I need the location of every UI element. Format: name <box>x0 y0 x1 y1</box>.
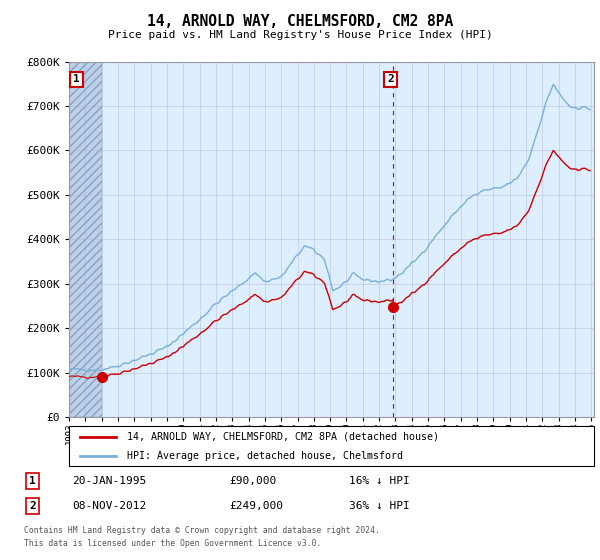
Text: 14, ARNOLD WAY, CHELMSFORD, CM2 8PA: 14, ARNOLD WAY, CHELMSFORD, CM2 8PA <box>147 14 453 29</box>
Text: 2: 2 <box>29 501 36 511</box>
Text: Contains HM Land Registry data © Crown copyright and database right 2024.: Contains HM Land Registry data © Crown c… <box>24 526 380 535</box>
Text: Price paid vs. HM Land Registry's House Price Index (HPI): Price paid vs. HM Land Registry's House … <box>107 30 493 40</box>
Text: 14, ARNOLD WAY, CHELMSFORD, CM2 8PA (detached house): 14, ARNOLD WAY, CHELMSFORD, CM2 8PA (det… <box>127 432 439 442</box>
Text: 2: 2 <box>387 74 394 85</box>
FancyBboxPatch shape <box>69 426 594 466</box>
Text: £90,000: £90,000 <box>229 476 277 486</box>
Text: £249,000: £249,000 <box>229 501 283 511</box>
Text: 08-NOV-2012: 08-NOV-2012 <box>73 501 146 511</box>
Bar <box>69 62 103 417</box>
Text: 16% ↓ HPI: 16% ↓ HPI <box>349 476 410 486</box>
Text: HPI: Average price, detached house, Chelmsford: HPI: Average price, detached house, Chel… <box>127 451 403 461</box>
Text: This data is licensed under the Open Government Licence v3.0.: This data is licensed under the Open Gov… <box>24 539 322 548</box>
Text: 20-JAN-1995: 20-JAN-1995 <box>73 476 146 486</box>
Text: 1: 1 <box>29 476 36 486</box>
Text: 1: 1 <box>73 74 80 85</box>
Text: 36% ↓ HPI: 36% ↓ HPI <box>349 501 410 511</box>
